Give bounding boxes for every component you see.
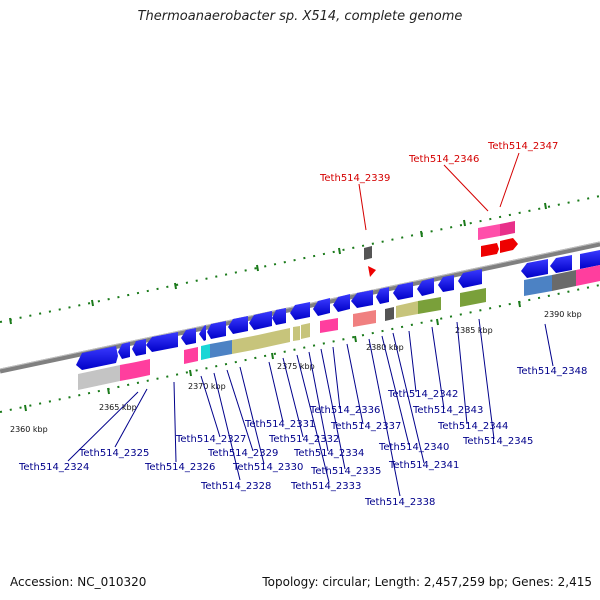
gene-feature[interactable] bbox=[418, 297, 441, 314]
gene-feature[interactable] bbox=[576, 265, 600, 286]
gene-feature[interactable] bbox=[290, 302, 310, 320]
gene-label[interactable]: Teth514_2326 bbox=[144, 462, 215, 473]
gene-feature[interactable] bbox=[201, 344, 210, 360]
gene-feature[interactable] bbox=[320, 318, 338, 333]
gene-feature[interactable] bbox=[199, 325, 206, 341]
gene-label[interactable]: Teth514_2329 bbox=[207, 448, 278, 459]
gene-feature[interactable] bbox=[458, 269, 482, 288]
gene-feature[interactable] bbox=[132, 339, 146, 356]
major-ticks bbox=[9, 202, 547, 412]
gene-label[interactable]: Teth514_2343 bbox=[412, 405, 483, 416]
gene-feature[interactable] bbox=[293, 326, 300, 341]
gene-feature[interactable] bbox=[376, 287, 389, 304]
gene-feature[interactable] bbox=[351, 290, 373, 308]
gene-feature-rna[interactable] bbox=[500, 238, 518, 253]
upper-scale-track bbox=[0, 195, 600, 323]
gene-feature[interactable] bbox=[313, 298, 330, 316]
gene-feature[interactable] bbox=[78, 365, 120, 390]
gene-feature[interactable] bbox=[460, 288, 486, 307]
gene-feature[interactable] bbox=[249, 311, 272, 330]
gene-label[interactable]: Teth514_2344 bbox=[437, 421, 508, 432]
gene-label[interactable]: Teth514_2332 bbox=[268, 434, 339, 445]
gene-feature[interactable] bbox=[228, 316, 248, 334]
gene-feature[interactable] bbox=[500, 221, 515, 236]
gene-feature[interactable] bbox=[550, 255, 572, 273]
gene-feature[interactable] bbox=[385, 307, 394, 321]
gene-label-highlighted[interactable]: Teth514_2347 bbox=[487, 141, 558, 152]
gene-feature[interactable] bbox=[364, 246, 372, 260]
gene-label[interactable]: Teth514_2333 bbox=[290, 481, 361, 492]
gene-feature[interactable] bbox=[76, 346, 118, 370]
gene-label-highlighted[interactable]: Teth514_2339 bbox=[319, 173, 390, 184]
lower-scale-track bbox=[0, 284, 600, 413]
gene-feature[interactable] bbox=[417, 278, 434, 296]
gene-feature[interactable] bbox=[393, 282, 413, 300]
gene-feature[interactable] bbox=[146, 332, 178, 352]
category-blocks bbox=[78, 265, 600, 390]
gene-feature-rna[interactable] bbox=[368, 266, 376, 277]
gene-feature[interactable] bbox=[276, 328, 290, 345]
gene-feature[interactable] bbox=[120, 362, 136, 381]
gene-feature-rna[interactable] bbox=[481, 243, 499, 257]
gene-feature[interactable] bbox=[333, 294, 350, 312]
reverse-strand-genes bbox=[76, 250, 600, 370]
genome-summary: Topology: circular; Length: 2,457,259 bp… bbox=[262, 575, 592, 589]
gene-label[interactable]: Teth514_2340 bbox=[378, 442, 449, 453]
gene-label[interactable]: Teth514_2324 bbox=[18, 462, 89, 473]
gene-label[interactable]: Teth514_2328 bbox=[200, 481, 271, 492]
scale-label-2385: 2385 kbp bbox=[455, 326, 493, 335]
gene-label[interactable]: Teth514_2345 bbox=[462, 436, 533, 447]
scale-label-2375: 2375 kbp bbox=[277, 362, 315, 371]
scale-label-2390: 2390 kbp bbox=[544, 310, 582, 319]
gene-label[interactable]: Teth514_2331 bbox=[244, 419, 315, 430]
gene-feature[interactable] bbox=[258, 331, 276, 349]
gene-feature[interactable] bbox=[118, 342, 130, 359]
gene-feature[interactable] bbox=[181, 328, 196, 345]
gene-feature[interactable] bbox=[524, 275, 552, 296]
gene-label[interactable]: Teth514_2335 bbox=[310, 466, 381, 477]
gene-feature[interactable] bbox=[210, 340, 232, 358]
gene-label[interactable]: Teth514_2325 bbox=[78, 448, 149, 459]
gene-feature[interactable] bbox=[184, 347, 198, 364]
gene-feature[interactable] bbox=[353, 310, 376, 327]
gene-feature[interactable] bbox=[478, 224, 500, 240]
gene-feature[interactable] bbox=[272, 308, 286, 325]
label-leaders bbox=[67, 318, 554, 497]
accession-label: Accession: NC_010320 bbox=[10, 575, 147, 589]
gene-label[interactable]: Teth514_2348 bbox=[516, 366, 587, 377]
gene-label[interactable]: Teth514_2334 bbox=[293, 448, 364, 459]
gene-feature[interactable] bbox=[301, 323, 310, 339]
highlight-leaders bbox=[358, 152, 520, 231]
forward-strand-genes bbox=[364, 221, 518, 277]
scale-label-2365: 2365 kbp bbox=[99, 403, 137, 412]
gene-label[interactable]: Teth514_2341 bbox=[388, 460, 459, 471]
gene-feature[interactable] bbox=[136, 359, 150, 378]
gene-label[interactable]: Teth514_2330 bbox=[232, 462, 303, 473]
gene-feature[interactable] bbox=[438, 275, 454, 292]
gene-label[interactable]: Teth514_2337 bbox=[330, 421, 401, 432]
genome-title: Thermoanaerobacter sp. X514, complete ge… bbox=[137, 9, 463, 24]
gene-feature[interactable] bbox=[552, 270, 576, 291]
gene-labels: Teth514_2324 Teth514_2325 Teth514_2326 T… bbox=[18, 141, 587, 508]
gene-feature[interactable] bbox=[232, 335, 258, 354]
scale-label-2360: 2360 kbp bbox=[10, 425, 48, 434]
scale-label-2370: 2370 kbp bbox=[188, 382, 226, 391]
gene-label[interactable]: Teth514_2336 bbox=[309, 405, 380, 416]
gene-label[interactable]: Teth514_2338 bbox=[364, 497, 435, 508]
gene-feature[interactable] bbox=[396, 301, 418, 318]
gene-feature[interactable] bbox=[207, 321, 226, 339]
gene-label-highlighted[interactable]: Teth514_2346 bbox=[408, 154, 479, 165]
gene-label[interactable]: Teth514_2327 bbox=[175, 434, 246, 445]
gene-label[interactable]: Teth514_2342 bbox=[387, 389, 458, 400]
gene-feature[interactable] bbox=[580, 250, 600, 269]
gene-feature[interactable] bbox=[521, 259, 548, 278]
